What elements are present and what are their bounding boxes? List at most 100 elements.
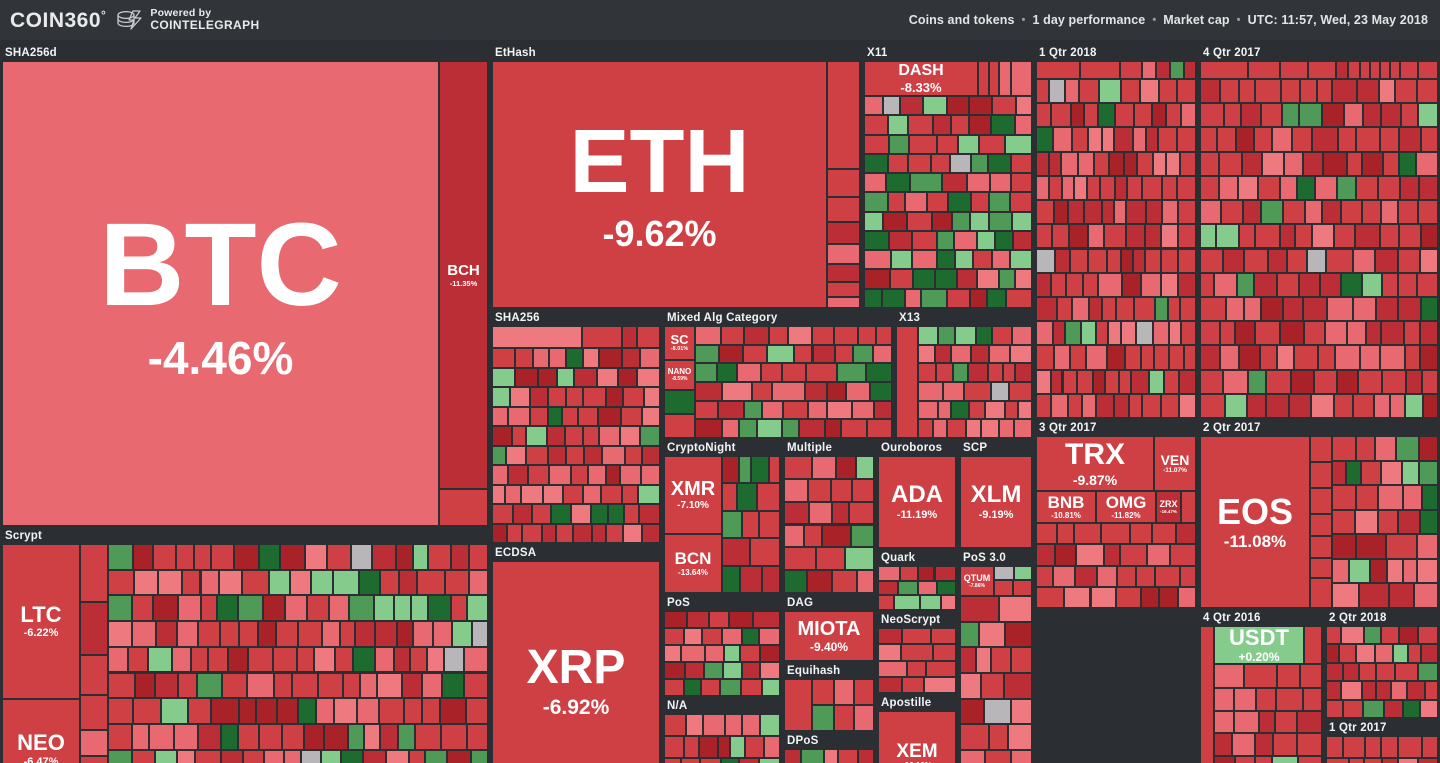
treemap-tile[interactable]	[1369, 558, 1387, 584]
treemap-tile[interactable]	[600, 484, 623, 504]
treemap-tile[interactable]	[269, 569, 291, 596]
treemap-tile[interactable]	[812, 679, 834, 705]
treemap-tile[interactable]	[379, 698, 404, 724]
treemap-tile[interactable]	[1218, 175, 1238, 201]
treemap-tile[interactable]	[355, 621, 375, 647]
treemap-tile[interactable]	[1081, 321, 1097, 346]
treemap-tile[interactable]	[1365, 321, 1382, 346]
treemap-tile[interactable]	[878, 595, 895, 610]
treemap-tile[interactable]	[565, 348, 584, 368]
treemap-tile[interactable]	[827, 264, 860, 282]
treemap-tile[interactable]	[1379, 345, 1406, 370]
treemap-tile[interactable]	[1276, 345, 1295, 370]
treemap-tile[interactable]	[1184, 61, 1196, 79]
treemap-tile[interactable]	[1133, 103, 1153, 128]
treemap-tile-ltc[interactable]: LTC -6.22%	[2, 544, 80, 699]
treemap-tile[interactable]	[1375, 681, 1391, 700]
treemap-tile[interactable]	[838, 749, 859, 763]
treemap-tile[interactable]	[976, 269, 999, 289]
treemap-tile[interactable]	[1153, 345, 1170, 370]
treemap-tile[interactable]	[135, 672, 156, 699]
treemap-tile[interactable]	[582, 326, 622, 348]
treemap-tile[interactable]	[1282, 200, 1306, 225]
treemap-tile[interactable]	[918, 363, 937, 382]
treemap-tile[interactable]	[1308, 61, 1336, 79]
treemap-tile[interactable]	[969, 211, 990, 231]
treemap-tile[interactable]	[827, 244, 860, 264]
treemap-tile[interactable]	[738, 757, 759, 763]
treemap-tile[interactable]	[1052, 321, 1066, 346]
treemap-tile[interactable]	[1093, 151, 1110, 176]
treemap-tile[interactable]	[149, 723, 175, 750]
treemap-tile[interactable]	[1036, 127, 1053, 152]
treemap-tile[interactable]	[1008, 382, 1032, 401]
treemap-tile[interactable]	[427, 544, 451, 570]
treemap-tile[interactable]	[1389, 393, 1406, 418]
treemap-tile[interactable]	[1394, 79, 1417, 104]
treemap-tile[interactable]	[222, 672, 248, 699]
treemap-tile[interactable]	[152, 595, 179, 622]
treemap-tile[interactable]	[987, 288, 1006, 308]
treemap-tile[interactable]	[327, 544, 351, 570]
treemap-tile[interactable]	[1121, 248, 1133, 273]
treemap-tile[interactable]	[1134, 296, 1155, 322]
treemap-tile[interactable]	[1342, 736, 1365, 758]
treemap-tile[interactable]	[1310, 462, 1332, 488]
treemap-tile[interactable]	[1087, 224, 1104, 249]
treemap-tile[interactable]	[722, 419, 739, 438]
treemap-tile[interactable]	[1310, 578, 1332, 608]
treemap-tile[interactable]	[1299, 79, 1318, 104]
treemap-tile[interactable]	[1422, 736, 1438, 758]
treemap-tile[interactable]	[864, 211, 884, 231]
treemap-tile[interactable]	[1381, 460, 1403, 486]
treemap-tile[interactable]	[718, 344, 743, 364]
treemap-tile[interactable]	[1167, 296, 1180, 322]
treemap-tile[interactable]	[1400, 61, 1418, 79]
treemap-tile[interactable]	[1339, 644, 1356, 663]
treemap-tile[interactable]	[1421, 485, 1438, 510]
treemap-tile[interactable]	[1116, 565, 1137, 587]
treemap-tile[interactable]	[514, 348, 534, 368]
treemap-tile[interactable]	[439, 489, 488, 526]
treemap-tile[interactable]	[1200, 345, 1221, 370]
treemap-tile[interactable]	[504, 484, 521, 504]
treemap-tile[interactable]	[380, 723, 398, 750]
treemap-tile[interactable]	[664, 628, 684, 645]
treemap-tile[interactable]	[1011, 61, 1032, 96]
treemap-tile[interactable]	[1036, 272, 1052, 297]
treemap-tile[interactable]	[592, 523, 606, 543]
treemap-tile[interactable]	[520, 484, 543, 504]
treemap-tile[interactable]	[1062, 175, 1075, 201]
treemap-tile[interactable]	[1152, 523, 1176, 545]
treemap-tile[interactable]	[541, 523, 557, 543]
treemap-tile[interactable]	[1397, 509, 1420, 535]
treemap-tile[interactable]	[932, 644, 956, 661]
treemap-tile[interactable]	[1248, 61, 1280, 79]
filter-size-metric[interactable]: Market cap	[1163, 13, 1230, 27]
treemap-tile[interactable]	[621, 406, 642, 426]
treemap-tile[interactable]	[1018, 400, 1032, 420]
treemap-tile[interactable]	[686, 714, 703, 736]
treemap-tile[interactable]	[1344, 103, 1364, 128]
treemap-tile[interactable]	[1419, 175, 1438, 201]
treemap-tile[interactable]	[1200, 224, 1217, 249]
treemap-tile[interactable]	[1326, 248, 1354, 273]
brand-block[interactable]: COIN360° Powered by COINTELEGRAPH	[0, 8, 260, 33]
treemap-tile[interactable]	[304, 544, 328, 570]
treemap-tile[interactable]	[758, 510, 780, 539]
treemap-tile[interactable]	[1175, 523, 1196, 545]
treemap-tile[interactable]	[918, 344, 936, 364]
treemap-tile[interactable]	[1390, 681, 1407, 700]
treemap-tile[interactable]	[414, 723, 441, 750]
treemap-tile[interactable]	[417, 569, 446, 596]
treemap-tile[interactable]	[954, 250, 973, 270]
treemap-tile[interactable]	[664, 645, 682, 662]
treemap-tile[interactable]	[1277, 272, 1299, 297]
treemap-tile[interactable]	[301, 749, 321, 763]
treemap-tile[interactable]	[358, 569, 381, 596]
treemap-tile[interactable]	[514, 367, 539, 387]
treemap-tile[interactable]	[1071, 296, 1090, 322]
treemap-tile[interactable]	[1169, 321, 1181, 346]
treemap-tile[interactable]	[918, 566, 935, 581]
treemap-tile[interactable]	[1418, 757, 1438, 763]
